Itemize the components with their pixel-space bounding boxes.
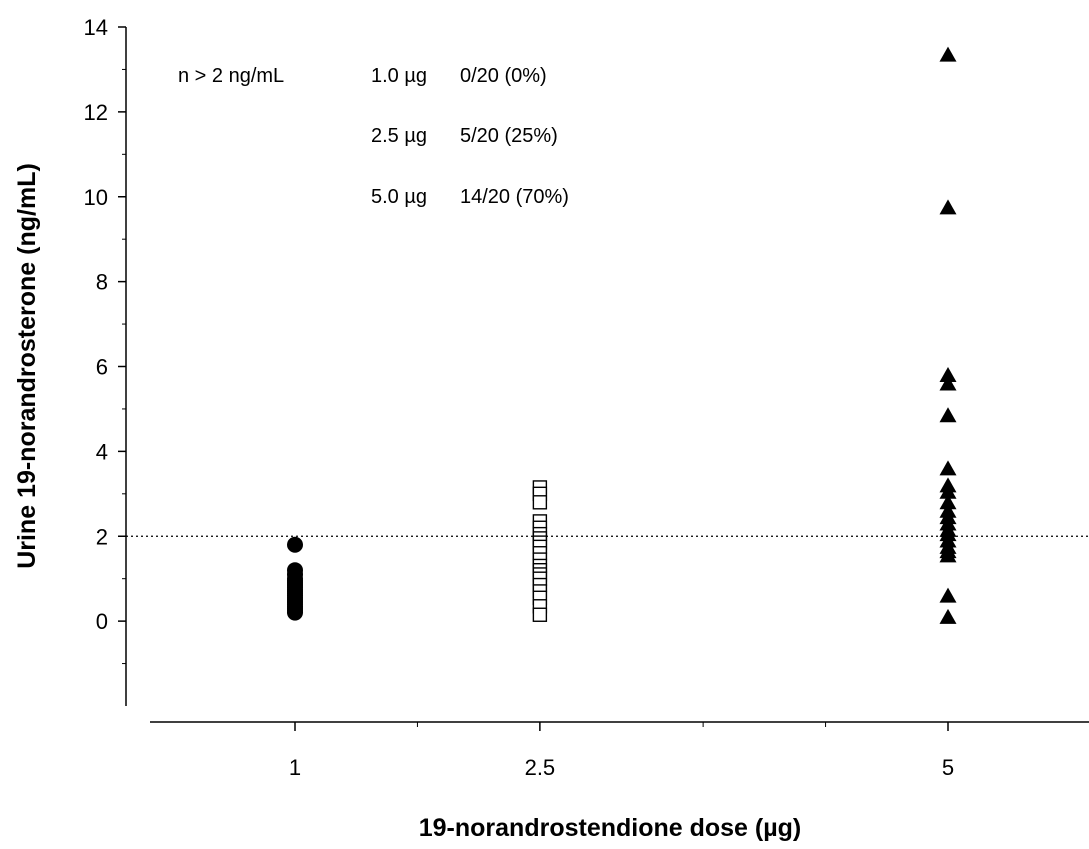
- x-axis-ticks: 1 2.5 5: [289, 722, 954, 780]
- y-axis-title: Urine 19-norandrosterone (ng/mL): [13, 163, 41, 569]
- data-point-triangle: [939, 587, 957, 603]
- x-axis-title: 19-norandrostendione dose (µg): [419, 814, 801, 842]
- data-point-triangle: [939, 366, 957, 382]
- annotation-result-1: 0/20 (0%): [460, 65, 547, 87]
- x-tick-label: 1: [289, 755, 301, 780]
- x-tick-label: 5: [942, 755, 954, 780]
- data-point-triangle: [939, 483, 957, 499]
- data-point-triangle: [939, 199, 957, 215]
- data-point-triangle: [939, 494, 957, 510]
- annotation-label: n > 2 ng/mL: [178, 65, 284, 87]
- y-tick-label: 4: [96, 439, 108, 464]
- data-point-triangle: [939, 547, 957, 563]
- data-point-triangle: [939, 608, 957, 624]
- data-point-square: [532, 495, 548, 510]
- annotation-dose-2: 2.5 µg: [371, 125, 427, 147]
- y-tick-label: 8: [96, 270, 108, 295]
- data-point-triangle: [939, 46, 957, 62]
- y-tick-label: 6: [96, 355, 108, 380]
- x-tick-label: 2.5: [525, 755, 556, 780]
- annotation-dose-3: 5.0 µg: [371, 186, 427, 208]
- y-tick-label: 0: [96, 609, 108, 634]
- y-tick-label: 14: [84, 15, 108, 40]
- y-tick-label: 12: [84, 100, 108, 125]
- y-tick-label: 2: [96, 524, 108, 549]
- data-point-square: [532, 607, 548, 622]
- data-points: [287, 46, 957, 624]
- data-point-circle: [287, 604, 303, 621]
- y-axis-ticks: 0 2 4 6 8 10 12 14: [84, 15, 126, 665]
- data-point-triangle: [939, 407, 957, 423]
- y-tick-label: 10: [84, 185, 108, 210]
- annotation-result-2: 5/20 (25%): [460, 125, 558, 147]
- data-point-triangle: [939, 460, 957, 476]
- data-point-triangle: [939, 375, 957, 391]
- data-point-circle: [287, 536, 303, 553]
- annotation-result-3: 14/20 (70%): [460, 186, 569, 208]
- annotation-dose-1: 1.0 µg: [371, 65, 427, 87]
